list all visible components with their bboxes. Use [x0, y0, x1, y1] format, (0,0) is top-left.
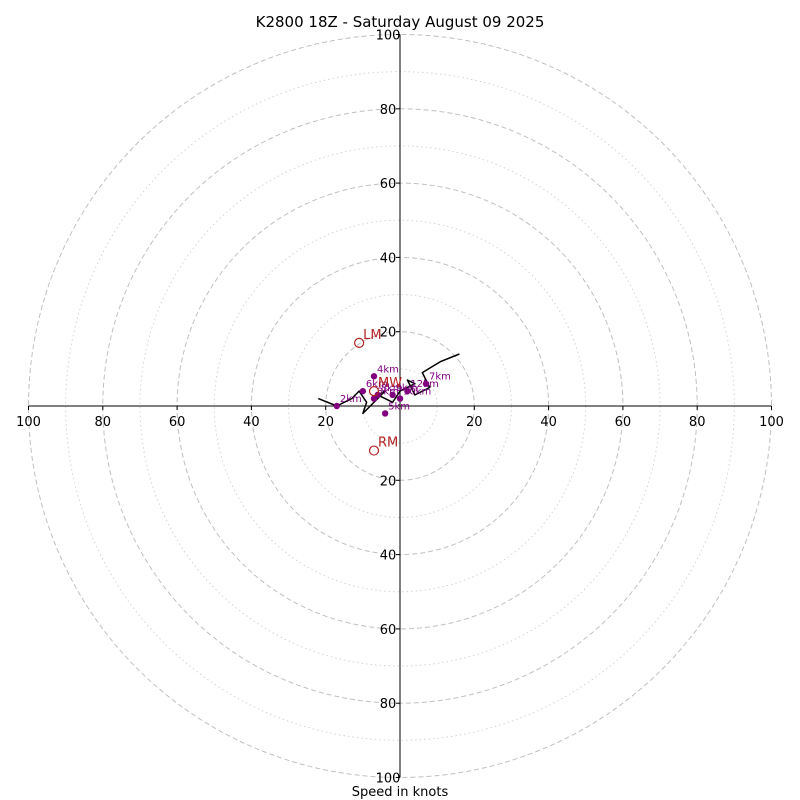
- y-tick-label: 100: [376, 29, 401, 44]
- storm-marker-lm: [354, 337, 365, 348]
- y-tick-label: 20: [380, 326, 397, 341]
- x-tick-label: 100: [759, 415, 784, 430]
- y-tick-label: 40: [380, 251, 397, 266]
- chart-title: K2800 18Z - Saturday August 09 2025: [256, 13, 545, 31]
- x-tick-label: 20: [317, 415, 334, 430]
- y-tick-label: 60: [380, 177, 397, 192]
- height-point-5km: [381, 410, 389, 417]
- x-tick-label: 40: [243, 415, 260, 430]
- y-tick-label: 80: [380, 697, 397, 712]
- y-tick-label: 60: [380, 623, 397, 638]
- height-point-6km: [359, 387, 367, 395]
- x-tick-label: 80: [689, 415, 706, 430]
- hodograph-trace: [318, 353, 460, 415]
- y-tick-label: 80: [380, 103, 397, 118]
- height-label-3km: 3km: [377, 387, 399, 398]
- y-tick-label: 20: [380, 474, 397, 489]
- x-tick-label: 40: [540, 415, 557, 430]
- x-tick-label: 100: [16, 415, 41, 430]
- x-axis-label: Speed in knots: [352, 785, 449, 800]
- height-point-3km: [370, 395, 378, 402]
- height-label-4km: 4km: [377, 364, 399, 375]
- storm-marker-rm: [368, 445, 380, 456]
- height-point-4km: [370, 373, 378, 380]
- tick-labels: 100 80 60 40 20 20 40 60 80 100 100 80 60 40 20 20 40 60 8…: [16, 29, 784, 787]
- height-label-6km: 6km: [366, 379, 388, 390]
- height-points: 2km4km6km8km3km5km9km10km12km7km: [333, 364, 451, 417]
- axes: [28, 34, 772, 778]
- height-label-8km: 8km: [381, 383, 403, 394]
- storm-label-mw: MW: [378, 376, 402, 391]
- height-point-12km: [404, 387, 411, 395]
- hodograph-line: [318, 353, 460, 415]
- height-label-10km: 10km: [403, 387, 431, 398]
- y-tick-label: 40: [380, 549, 397, 564]
- height-point-2km: [333, 402, 341, 410]
- height-label-7km: 7km: [429, 372, 451, 383]
- height-point-7km: [422, 380, 430, 387]
- height-point-10km: [396, 395, 404, 402]
- storm-label-lm: LM: [363, 328, 381, 343]
- height-point-9km: [389, 391, 396, 399]
- height-label-2km: 2km: [340, 394, 362, 405]
- x-tick-label: 60: [615, 415, 632, 430]
- y-tick-label: 100: [376, 772, 401, 787]
- x-tick-label: 20: [466, 415, 483, 430]
- height-label-5km: 5km: [388, 401, 410, 412]
- storm-label-rm: RM: [378, 436, 398, 451]
- storm-marker-mw: [368, 386, 380, 397]
- x-tick-label: 80: [95, 415, 112, 430]
- storm-motion-markers: LM RM MW: [354, 328, 402, 456]
- x-tick-label: 60: [169, 415, 186, 430]
